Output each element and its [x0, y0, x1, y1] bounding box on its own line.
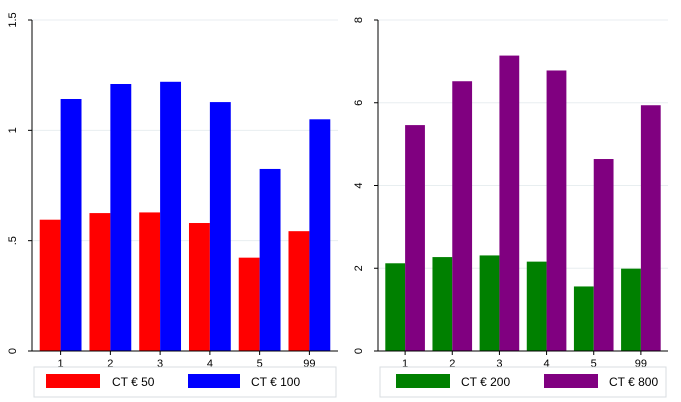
y-tick-label: 4	[353, 182, 365, 188]
legend-label-ct200: CT € 200	[461, 375, 510, 389]
bar-ct100-cat-2	[110, 83, 132, 351]
x-tick-label: 99	[303, 358, 315, 370]
legend-frame	[33, 366, 337, 398]
bar-ct50-cat-4	[188, 223, 210, 351]
x-tick-label: 1	[58, 358, 64, 370]
bar-ct200-cat-4	[526, 261, 547, 351]
bar-ct800-cat-1	[405, 125, 425, 351]
bar-ct800-cat-3	[499, 55, 520, 352]
y-tick-label: 8	[353, 17, 365, 23]
legend-swatch-ct100	[188, 374, 240, 388]
x-tick-label: 2	[449, 358, 455, 370]
left-legend: CT € 50 CT € 100	[33, 366, 337, 398]
bar-ct100-cat-4	[209, 102, 231, 351]
legend-swatch-ct200	[396, 374, 450, 388]
right-axes: 0 2 4 6 8 1 2 3 4 5 99	[353, 17, 668, 370]
bar-ct50-cat-3	[139, 212, 161, 351]
left-axes: 0 .5 1 1.5 1 2 3 4 5 99	[7, 12, 338, 370]
bar-ct200-cat-5	[573, 286, 594, 351]
bar-ct200-cat-3	[479, 255, 500, 351]
x-tick-label: 2	[107, 358, 113, 370]
left-chart: 0 .5 1 1.5 1 2 3 4 5 99 CT € 50 CT € 100	[7, 12, 338, 398]
x-tick-label: 3	[496, 358, 502, 370]
bar-ct800-cat-99	[640, 105, 661, 351]
bar-ct100-cat-3	[160, 81, 182, 351]
right-gridlines	[378, 19, 668, 269]
legend-label-ct50: CT € 50	[112, 375, 155, 389]
y-tick-label: 1.5	[7, 12, 19, 27]
y-tick-label: 0	[7, 348, 19, 354]
left-gridlines	[32, 19, 338, 242]
bar-ct50-cat-1	[39, 219, 61, 351]
legend-label-ct800: CT € 800	[609, 375, 658, 389]
bar-ct200-cat-2	[432, 257, 453, 351]
bar-ct800-cat-4	[546, 70, 567, 351]
x-tick-label: 99	[635, 358, 647, 370]
x-tick-label: 4	[207, 358, 213, 370]
bar-ct100-cat-99	[309, 119, 331, 351]
y-tick-label: 6	[353, 100, 365, 106]
bar-ct50-cat-5	[238, 257, 260, 351]
bar-ct800-cat-2	[452, 81, 473, 352]
bar-ct50-cat-99	[288, 231, 310, 351]
right-bars	[385, 55, 661, 352]
legend-label-ct100: CT € 100	[251, 375, 300, 389]
x-tick-label: 3	[157, 358, 163, 370]
x-tick-label: 4	[544, 358, 550, 370]
right-chart: 0 2 4 6 8 1 2 3 4 5 99 CT € 200 CT € 800	[353, 17, 668, 398]
legend-swatch-ct800	[544, 374, 598, 388]
y-tick-label: 0	[353, 348, 365, 354]
bar-ct200-cat-99	[621, 268, 641, 351]
bar-ct800-cat-5	[593, 159, 614, 351]
x-tick-label: 1	[402, 358, 408, 370]
x-tick-label: 5	[591, 358, 597, 370]
left-bars	[39, 81, 331, 352]
legend-swatch-ct50	[46, 374, 100, 388]
bar-ct100-cat-5	[259, 168, 281, 351]
bar-ct100-cat-1	[60, 98, 82, 352]
bar-ct200-cat-1	[385, 263, 406, 351]
y-tick-label: 2	[353, 265, 365, 271]
right-legend: CT € 200 CT € 800	[379, 366, 667, 398]
y-tick-label: .5	[7, 236, 19, 245]
x-tick-label: 5	[257, 358, 263, 370]
y-tick-label: 1	[7, 127, 19, 133]
bar-ct50-cat-2	[89, 213, 111, 351]
legend-frame	[379, 366, 667, 398]
